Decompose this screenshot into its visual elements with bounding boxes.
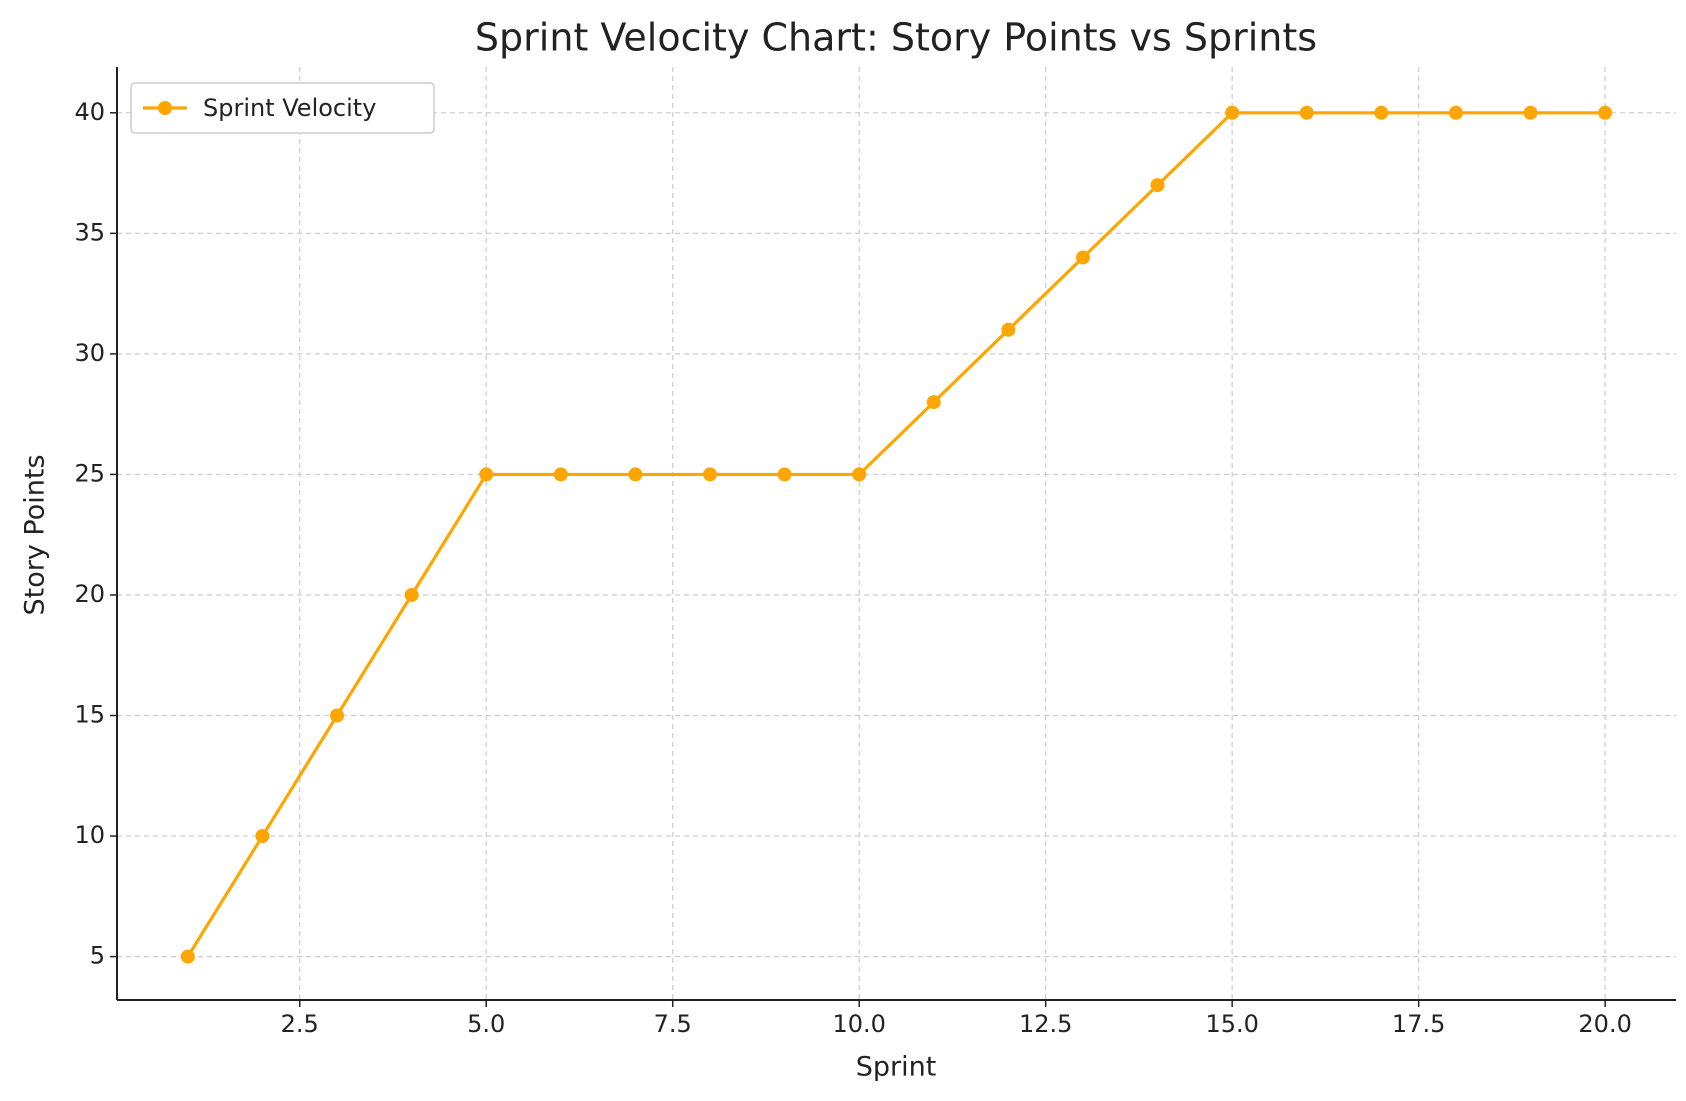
y-tick-label: 40 — [74, 98, 105, 126]
x-axis-label: Sprint — [856, 1052, 937, 1083]
data-point — [330, 708, 345, 723]
x-tick-label: 15.0 — [1205, 1010, 1258, 1038]
y-axis-label: Story Points — [20, 454, 51, 615]
data-point — [255, 829, 270, 844]
y-tick-label: 20 — [74, 580, 105, 608]
series-line — [186, 111, 1606, 958]
data-point — [553, 467, 568, 482]
x-tick-label: 7.5 — [654, 1010, 692, 1038]
legend-swatch — [158, 101, 172, 115]
data-point — [1374, 105, 1389, 120]
data-point — [1150, 178, 1165, 193]
data-point — [703, 467, 718, 482]
data-point — [1523, 105, 1538, 120]
data-point — [777, 467, 792, 482]
data-point — [926, 395, 941, 410]
data-point — [180, 949, 195, 964]
x-tick-label: 20.0 — [1578, 1010, 1631, 1038]
x-tick-label: 10.0 — [832, 1010, 885, 1038]
data-point — [1225, 105, 1240, 120]
y-tick-label: 10 — [74, 821, 105, 849]
data-point — [404, 587, 419, 602]
y-tick-label: 30 — [74, 339, 105, 367]
data-point — [628, 467, 643, 482]
data-point — [1598, 105, 1613, 120]
y-tick-label: 35 — [74, 218, 105, 246]
data-point — [1001, 322, 1016, 337]
legend-box — [130, 82, 435, 134]
x-tick-label: 17.5 — [1392, 1010, 1445, 1038]
x-tick-label: 5.0 — [467, 1010, 505, 1038]
data-point — [852, 467, 867, 482]
data-point — [1075, 250, 1090, 265]
data-point — [1299, 105, 1314, 120]
chart-title: Sprint Velocity Chart: Story Points vs S… — [475, 16, 1317, 60]
legend-label: Sprint Velocity — [203, 94, 376, 122]
y-tick-label: 15 — [74, 701, 105, 729]
y-tick-label: 25 — [74, 459, 105, 487]
y-tick-label: 5 — [90, 942, 105, 970]
data-point — [479, 467, 494, 482]
x-tick-label: 2.5 — [281, 1010, 319, 1038]
data-point — [1448, 105, 1463, 120]
x-tick-label: 12.5 — [1019, 1010, 1072, 1038]
